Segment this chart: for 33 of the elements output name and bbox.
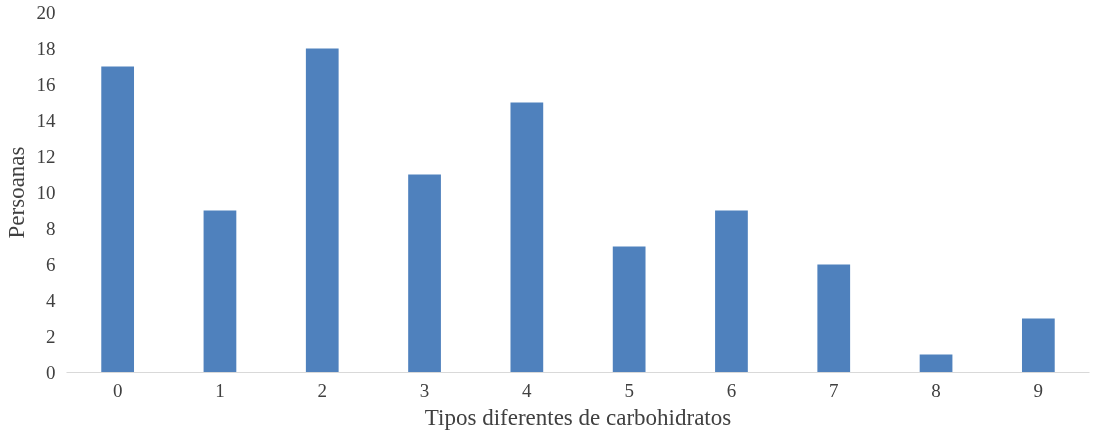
x-tick-label: 4	[522, 379, 533, 401]
x-axis-title: Tipos diferentes de carbohidratos	[424, 404, 732, 430]
x-tick-label: 6	[726, 379, 737, 401]
bar	[101, 66, 135, 373]
y-tick-label: 6	[46, 254, 56, 275]
bar	[1021, 318, 1055, 373]
y-tick-label: 20	[36, 2, 56, 23]
y-tick-label: 0	[46, 362, 56, 383]
bar	[612, 246, 646, 373]
bar	[203, 210, 237, 373]
bar	[305, 48, 339, 373]
x-tick-label: 9	[1033, 379, 1044, 401]
bar	[510, 102, 544, 373]
y-axis-title: Persoanas	[3, 146, 29, 239]
x-tick-label: 8	[931, 379, 941, 401]
y-tick-label: 10	[36, 182, 56, 203]
y-tick-label: 14	[36, 110, 56, 131]
y-tick-label: 8	[46, 218, 56, 239]
bar	[919, 354, 953, 373]
bar	[408, 174, 441, 373]
x-tick-label: 3	[419, 379, 430, 401]
x-tick-label: 1	[215, 379, 225, 401]
x-tick-label: 7	[829, 379, 839, 401]
x-tick-label: 0	[112, 379, 123, 401]
y-tick-label: 2	[46, 326, 56, 347]
x-tick-label: 5	[624, 379, 634, 401]
y-tick-label: 4	[46, 290, 56, 311]
bar	[715, 210, 748, 373]
y-tick-label: 16	[36, 74, 56, 95]
bar	[817, 264, 851, 373]
x-tick-label: 2	[317, 379, 327, 401]
y-tick-label: 12	[36, 146, 56, 167]
y-tick-label: 18	[36, 38, 56, 59]
